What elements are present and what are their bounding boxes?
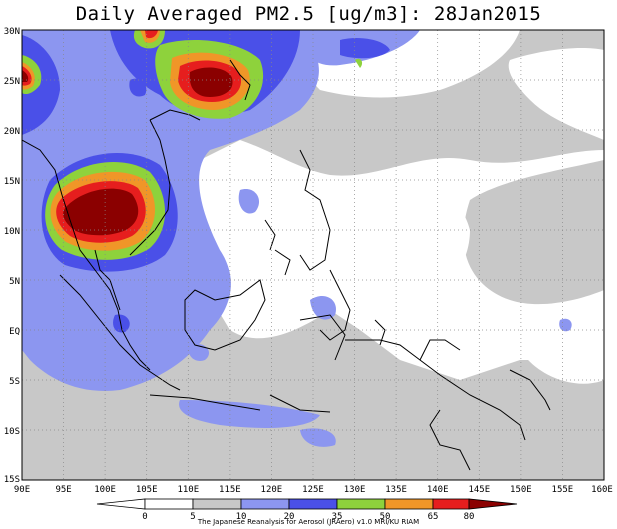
lon-tick-label: 125E [302,485,324,495]
colorbar-swatch-6 [384,498,434,510]
band-gt-80 [22,67,233,236]
colorbar-swatch-5 [336,498,386,510]
lon-tick-label: 140E [427,485,449,495]
lon-tick-label: 110E [177,485,199,495]
lat-tick-label: 10N [4,227,20,237]
lon-tick-label: 160E [591,485,613,495]
lon-tick-label: 105E [136,485,158,495]
map-title: Daily Averaged PM2.5 [ug/m3]: 28Jan2015 [75,3,542,25]
lat-tick-label: 10S [4,427,20,437]
lon-tick-label: 145E [468,485,490,495]
coastlines [22,59,551,471]
band-0-5 [240,30,604,384]
colorbar-label: 65 [428,512,439,522]
colorbar-label: 80 [464,512,475,522]
lat-tick-label: 30N [4,27,20,37]
lon-tick-label: 90E [14,485,30,495]
colorbar-label: 10 [236,512,247,522]
credit-text: The Japanese Reanalysis for Aerosol (JRA… [197,518,420,526]
lat-tick-label: EQ [9,327,20,337]
lon-tick-labels: 90E 95E 100E 105E 110E 115E 120E 125E 13… [14,485,613,495]
colorbar-label: 35 [332,512,343,522]
colorbar-labels: 0 5 10 20 35 50 65 80 [142,512,474,522]
lon-tick-label: 115E [219,485,241,495]
lon-tick-label: 130E [344,485,366,495]
colorbar-label: 20 [284,512,295,522]
colorbar-swatch-7 [432,498,470,510]
colorbar-swatch-3 [240,498,290,510]
lat-tick-label: 15S [4,475,20,485]
colorbar-label: 0 [142,512,147,522]
lat-tick-label: 5S [9,377,20,387]
lon-tick-label: 100E [94,485,116,495]
lon-tick-label: 150E [510,485,532,495]
lon-tick-label: 95E [55,485,71,495]
colorbar [96,498,518,510]
graticule [22,30,604,480]
lon-tick-label: 120E [261,485,283,495]
colorbar-swatch-1 [144,498,194,510]
lat-tick-labels: 30N 25N 20N 15N 10N 5N EQ 5S 10S 15S [4,27,20,485]
lat-tick-label: 20N [4,127,20,137]
colorbar-label: 50 [380,512,391,522]
lon-tick-label: 135E [385,485,407,495]
lat-tick-label: 5N [9,277,20,287]
pm25-field [22,30,604,480]
lat-tick-label: 25N [4,77,20,87]
lon-tick-label: 155E [552,485,574,495]
colorbar-swatch-4 [288,498,338,510]
colorbar-swatch-0 [96,498,146,510]
colorbar-label: 5 [190,512,195,522]
lat-tick-label: 15N [4,177,20,187]
colorbar-swatch-2 [192,498,242,510]
colorbar-swatch-8 [468,498,518,510]
plot-frame [21,29,605,481]
